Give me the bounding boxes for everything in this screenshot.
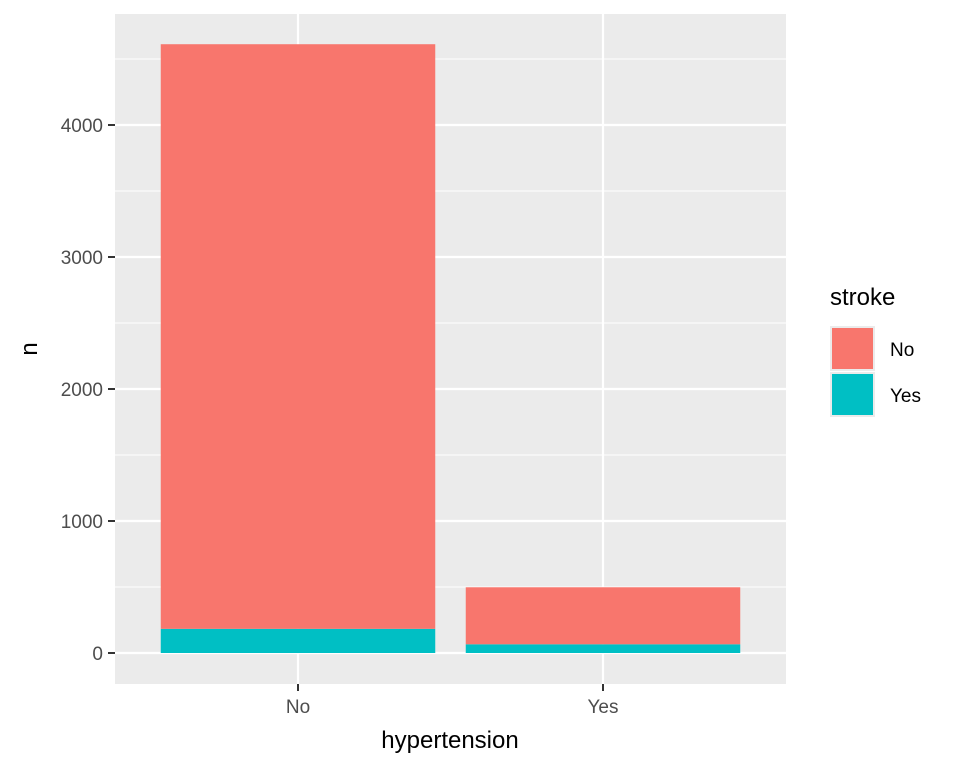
- y-tick-label: 1000: [61, 512, 103, 533]
- bar-yes-stroke-no: [465, 587, 741, 645]
- y-axis-title: n: [16, 342, 43, 355]
- y-tick-label: 4000: [61, 116, 103, 137]
- bar-no-stroke-no: [160, 44, 436, 629]
- y-tick-label: 2000: [61, 380, 103, 401]
- y-tick-label: 0: [92, 644, 103, 665]
- legend-label-no: No: [890, 340, 914, 361]
- x-axis: No Yes: [286, 684, 619, 718]
- legend-key-yes: [832, 374, 873, 415]
- bars: [160, 44, 741, 653]
- bar-no-stroke-yes: [160, 628, 436, 653]
- legend-key-no: [832, 328, 873, 369]
- x-axis-title: hypertension: [381, 727, 518, 754]
- y-axis: 0 1000 2000 3000 4000: [61, 116, 115, 665]
- legend-title: stroke: [830, 284, 895, 311]
- x-tick-label: Yes: [588, 697, 619, 718]
- x-tick-label: No: [286, 697, 310, 718]
- y-tick-label: 3000: [61, 248, 103, 269]
- bar-yes-stroke-yes: [465, 644, 741, 653]
- legend: stroke No Yes: [830, 284, 921, 417]
- legend-label-yes: Yes: [890, 386, 921, 407]
